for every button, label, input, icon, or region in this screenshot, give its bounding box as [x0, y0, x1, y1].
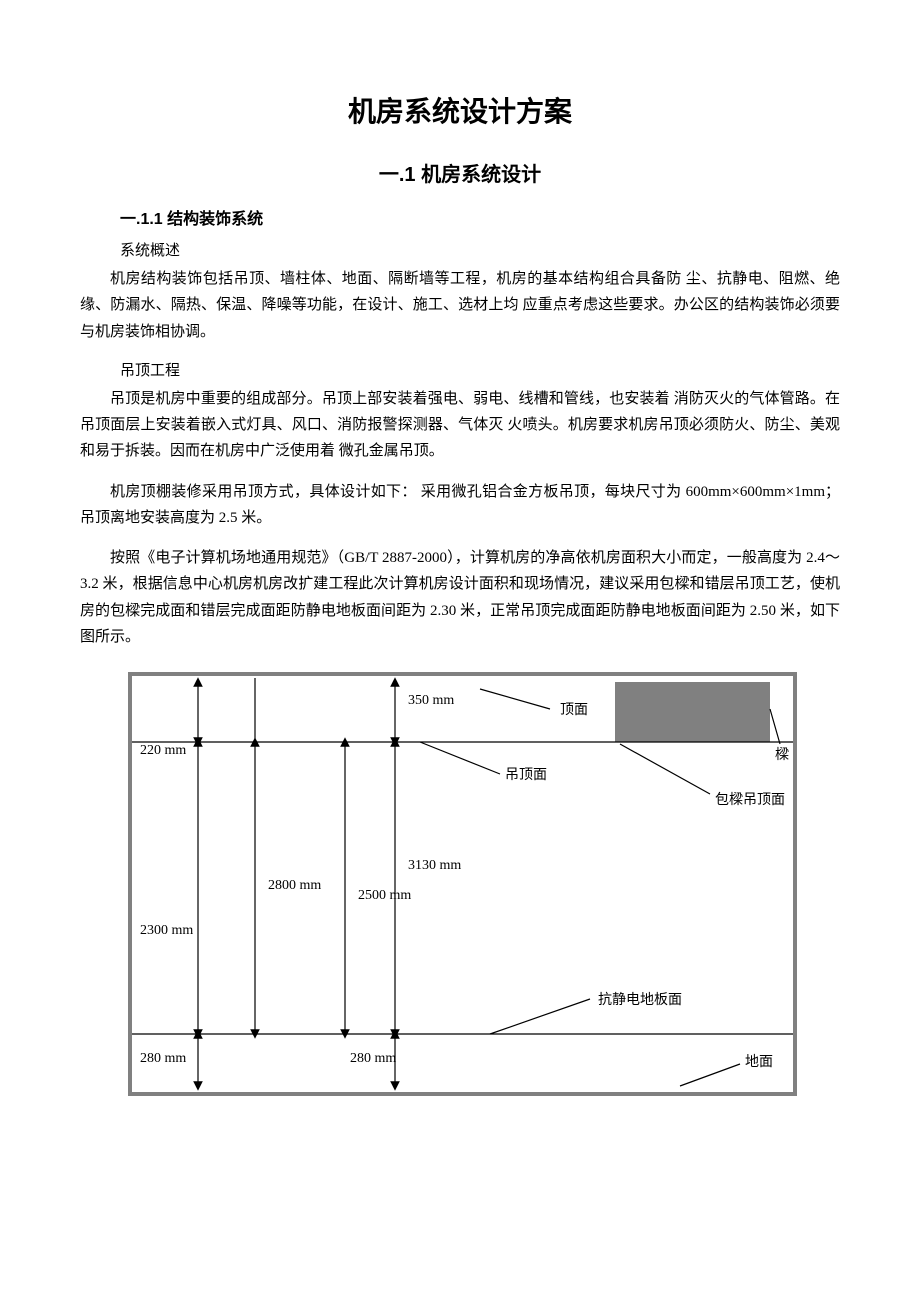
ceiling-label: 吊顶工程: [120, 359, 840, 380]
svg-text:2800 mm: 2800 mm: [268, 878, 321, 893]
ceiling-para-1: 吊顶是机房中重要的组成部分。吊顶上部安装着强电、弱电、线槽和管线，也安装着 消防…: [80, 386, 840, 465]
svg-text:220 mm: 220 mm: [140, 743, 186, 758]
svg-text:3130 mm: 3130 mm: [408, 858, 461, 873]
svg-text:地面: 地面: [745, 1054, 773, 1070]
svg-text:2300 mm: 2300 mm: [140, 923, 193, 938]
svg-text:2500 mm: 2500 mm: [358, 888, 411, 903]
subsection-title: 一.1.1 结构装饰系统: [120, 205, 840, 229]
overview-label: 系统概述: [120, 239, 840, 260]
document-page: 机房系统设计方案 一.1 机房系统设计 一.1.1 结构装饰系统 系统概述 机房…: [0, 0, 920, 1302]
svg-text:包樑吊顶面: 包樑吊顶面: [715, 792, 785, 808]
svg-text:350 mm: 350 mm: [408, 693, 454, 708]
section-title: 一.1 机房系统设计: [80, 158, 840, 187]
ceiling-para-2: 机房顶棚装修采用吊顶方式，具体设计如下： 采用微孔铝合金方板吊顶，每块尺寸为 6…: [80, 479, 840, 532]
ceiling-diagram: 350 mm 220 mm 3130 mm 2500 mm 2800 mm 2300 mm…: [120, 664, 840, 1119]
svg-text:樑: 樑: [775, 747, 789, 763]
svg-text:抗静电地板面: 抗静电地板面: [598, 992, 682, 1008]
svg-text:280 mm: 280 mm: [350, 1051, 396, 1066]
ceiling-diagram-svg: 350 mm 220 mm 3130 mm 2500 mm 2800 mm 2300 mm…: [120, 664, 805, 1114]
svg-text:顶面: 顶面: [560, 703, 588, 718]
doc-title: 机房系统设计方案: [80, 90, 840, 130]
svg-text:吊顶面: 吊顶面: [505, 768, 547, 783]
ceiling-para-3: 按照《电子计算机场地通用规范》（GB/T 2887-2000），计算机房的净高依…: [80, 545, 840, 650]
svg-text:280 mm: 280 mm: [140, 1051, 186, 1066]
overview-para: 机房结构装饰包括吊顶、墙柱体、地面、隔断墙等工程，机房的基本结构组合具备防 尘、…: [80, 266, 840, 345]
